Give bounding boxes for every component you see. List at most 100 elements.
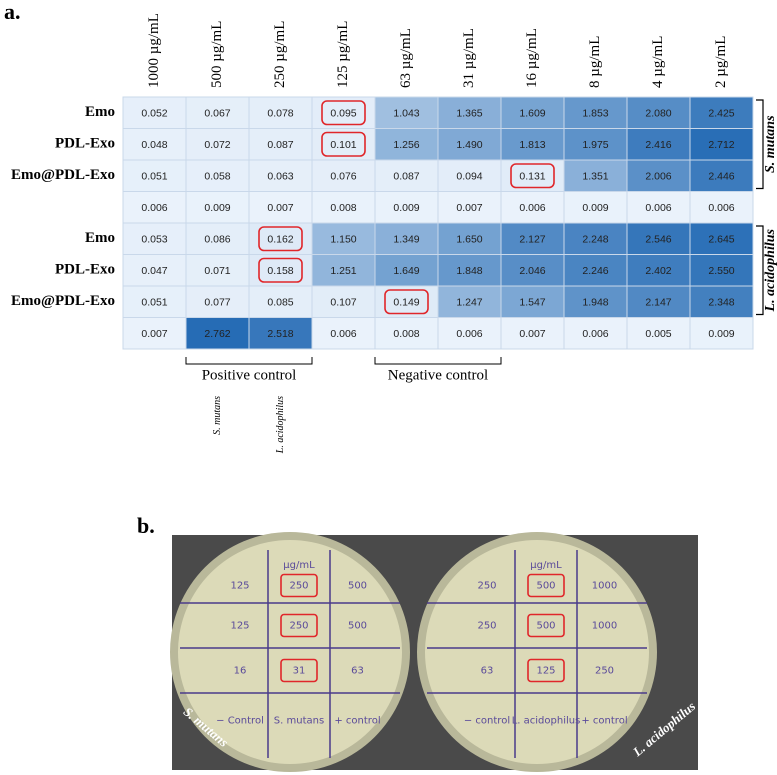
heatmap-cell — [689, 317, 754, 350]
plate-label: 500 — [348, 581, 367, 592]
cell-value: 2.147 — [645, 297, 671, 309]
cell-value: 0.006 — [330, 328, 356, 340]
heatmap-cell — [122, 128, 187, 161]
heatmap-cell — [689, 128, 754, 161]
plate-label: 1000 — [592, 581, 617, 592]
cell-value: 2.425 — [708, 108, 734, 120]
panel-label: a. — [4, 0, 21, 24]
plate-label: 250 — [289, 581, 308, 592]
row-label: PDL-Exo — [55, 262, 115, 278]
heatmap-cell — [248, 191, 313, 224]
column-header: 2 µg/mL — [713, 36, 729, 88]
cell-value: 0.006 — [708, 202, 734, 214]
cell-value: 0.077 — [204, 297, 230, 309]
cell-value: 0.009 — [393, 202, 419, 214]
heatmap-cell — [437, 96, 502, 129]
cell-value: 0.101 — [330, 139, 356, 151]
cell-value: 2.246 — [582, 265, 608, 277]
heatmap-cell — [437, 285, 502, 318]
cell-value: 0.009 — [204, 202, 230, 214]
cell-value: 1.043 — [393, 108, 419, 120]
cell-value: 0.072 — [204, 139, 230, 151]
cell-value: 0.095 — [330, 108, 356, 120]
column-header: 16 µg/mL — [524, 28, 540, 88]
control-label: Negative control — [388, 367, 488, 383]
row-label: PDL-Exo — [55, 136, 115, 152]
heatmap-cell — [500, 254, 565, 287]
plate-label: − Control — [216, 716, 264, 727]
heatmap-cell — [311, 317, 376, 350]
cell-value: 1.351 — [582, 171, 608, 183]
cell-value: 0.007 — [456, 202, 482, 214]
cell-value: 1.547 — [519, 297, 545, 309]
cell-value: 2.645 — [708, 234, 734, 246]
heatmap-cell — [374, 317, 439, 350]
cell-value: 2.446 — [708, 171, 734, 183]
plate-label: 125 — [230, 581, 249, 592]
plate-label: 63 — [351, 666, 364, 677]
row-label: Emo — [85, 230, 115, 246]
highlight-box — [280, 573, 318, 598]
heatmap-cell — [563, 128, 628, 161]
cell-value: 0.051 — [141, 297, 167, 309]
group-bracket — [756, 99, 764, 190]
cell-value: 1.948 — [582, 297, 608, 309]
cell-value: 2.402 — [645, 265, 671, 277]
highlight-box — [527, 658, 565, 683]
plate-label: − control — [464, 716, 510, 727]
control-bracket — [185, 357, 313, 365]
cell-value: 0.162 — [267, 234, 293, 246]
cell-value: 2.762 — [204, 328, 230, 340]
cell-value: 2.127 — [519, 234, 545, 246]
heatmap-cell — [626, 128, 691, 161]
cell-value: 0.006 — [141, 202, 167, 214]
cell-value: 2.080 — [645, 108, 671, 120]
cell-value: 2.248 — [582, 234, 608, 246]
row-label: Emo — [85, 104, 115, 120]
highlight-box — [280, 658, 318, 683]
cell-value: 0.052 — [141, 108, 167, 120]
heatmap-cell — [626, 222, 691, 255]
plate-label: 500 — [536, 621, 555, 632]
heatmap-cell — [374, 222, 439, 255]
cell-value: 0.005 — [645, 328, 671, 340]
heatmap-cell — [374, 254, 439, 287]
column-header: 1000 µg/mL — [146, 13, 162, 88]
cell-value: 1.650 — [456, 234, 482, 246]
cell-value: 0.063 — [267, 171, 293, 183]
plate-label: + control — [334, 716, 380, 727]
cell-value: 0.009 — [708, 328, 734, 340]
cell-value: 1.349 — [393, 234, 419, 246]
cell-value: 0.107 — [330, 297, 356, 309]
control-bracket — [374, 357, 502, 365]
plate-label: 250 — [595, 666, 614, 677]
unit-label: µg/mL — [530, 560, 562, 571]
highlight-box — [510, 163, 555, 189]
cell-value: 0.058 — [204, 171, 230, 183]
heatmap-cell — [122, 254, 187, 287]
cell-value: 1.251 — [330, 265, 356, 277]
plate-label: 500 — [348, 621, 367, 632]
cell-value: 2.518 — [267, 328, 293, 340]
cell-value: 0.086 — [204, 234, 230, 246]
cell-value: 0.047 — [141, 265, 167, 277]
cell-value: 1.848 — [456, 265, 482, 277]
plate-label: 500 — [536, 581, 555, 592]
cell-value: 0.051 — [141, 171, 167, 183]
row-label: Emo@PDL-Exo — [11, 167, 115, 183]
heatmap-cell — [563, 317, 628, 350]
cell-value: 1.150 — [330, 234, 356, 246]
cell-value: 0.087 — [267, 139, 293, 151]
cell-value: 0.131 — [519, 171, 545, 183]
cell-value: 0.007 — [141, 328, 167, 340]
heatmap-cell — [122, 317, 187, 350]
heatmap-cell — [437, 128, 502, 161]
heatmap-cell — [311, 285, 376, 318]
cell-value: 2.046 — [519, 265, 545, 277]
plate-label: 125 — [230, 621, 249, 632]
heatmap-cell — [437, 222, 502, 255]
group-bracket — [756, 225, 764, 316]
plate-label: 16 — [234, 666, 247, 677]
cell-value: 1.975 — [582, 139, 608, 151]
